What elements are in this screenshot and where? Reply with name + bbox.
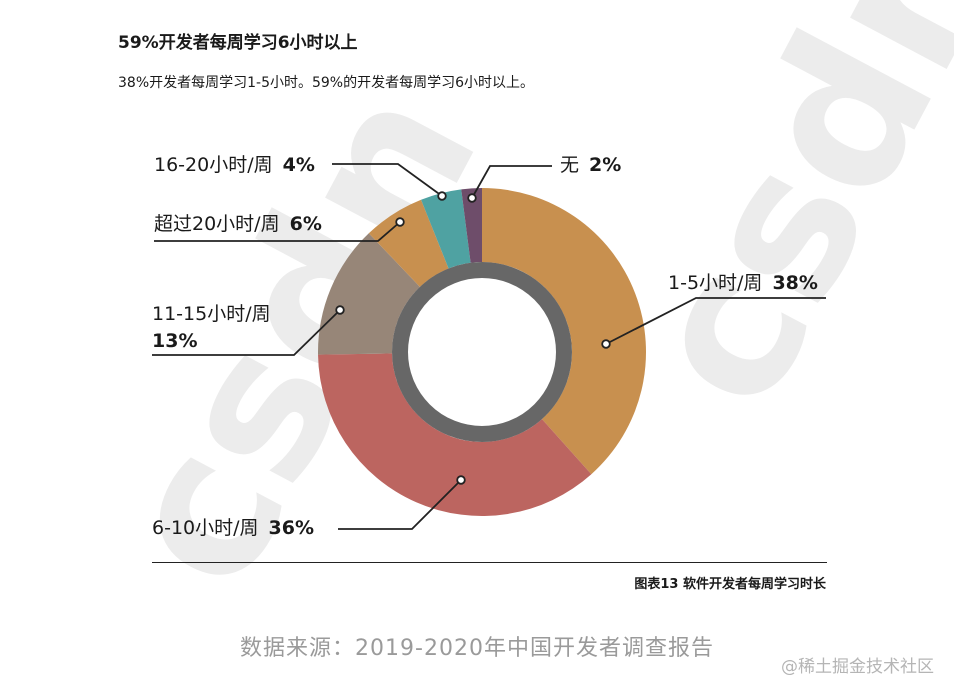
caption-rule (152, 562, 827, 563)
page-subtitle: 38%开发者每周学习1-5小时。59%的开发者每周学习6小时以上。 (118, 75, 535, 91)
leader-dot-3 (395, 217, 405, 227)
leader-line-5 (471, 165, 552, 199)
leader-line-4 (332, 163, 443, 197)
site-credit: @稀土掘金技术社区 (781, 657, 934, 677)
leader-dot-4 (437, 191, 447, 201)
leader-line-1 (338, 479, 462, 530)
leader-dot-1 (456, 475, 466, 485)
page-title: 59%开发者每周学习6小时以上 (118, 33, 358, 53)
slice-label-3: 超过20小时/周 6% (154, 213, 322, 235)
leader-dot-0 (601, 339, 611, 349)
inner-ring (392, 262, 572, 442)
slice-4 (421, 189, 471, 269)
slice-label-5: 无 2% (560, 154, 621, 176)
leader-dot-5 (467, 193, 477, 203)
slice-label-0: 1-5小时/周 38% (668, 272, 818, 294)
leader-dot-2 (335, 305, 345, 315)
leader-line-0 (605, 297, 826, 345)
slice-1 (318, 353, 592, 516)
slice-0 (482, 188, 646, 475)
slice-3 (368, 199, 449, 287)
slice-label-1: 6-10小时/周 36% (152, 517, 314, 539)
leader-line-3 (154, 221, 401, 242)
data-source: 数据来源：2019-2020年中国开发者调查报告 (240, 636, 714, 661)
leader-line-2 (152, 309, 341, 356)
slice-label-4: 16-20小时/周 4% (154, 154, 315, 176)
chart-caption: 图表13 软件开发者每周学习时长 (634, 577, 826, 592)
slice-2 (318, 233, 420, 355)
slice-label-2: 11-15小时/周 13% (152, 303, 271, 352)
slice-5 (461, 188, 482, 263)
